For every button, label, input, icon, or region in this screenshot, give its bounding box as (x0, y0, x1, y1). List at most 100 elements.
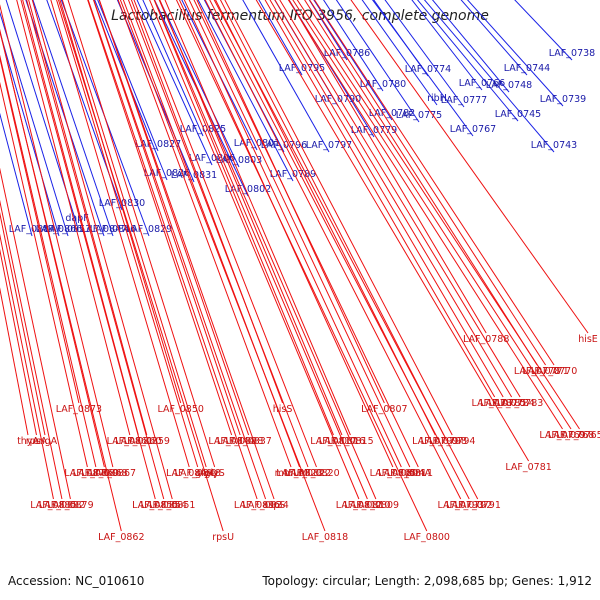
forward-gene-label: LAF_0782 (369, 108, 415, 119)
reverse-gene-label: LAF_0792 (446, 500, 492, 511)
forward-gene-label: LAF_0744 (504, 63, 550, 74)
forward-gene-label: LAF_0846 (90, 224, 136, 235)
reverse-gene-label: LAF_0850 (158, 404, 204, 415)
gene-leader-line (269, 0, 504, 398)
gene-leader-line (57, 0, 224, 532)
reverse-gene-label: LAF_0820 (293, 468, 339, 479)
reverse-gene-label: LAF_0844 (208, 436, 254, 447)
gene-leader-line (67, 0, 216, 468)
gene-leader-line (188, 0, 411, 468)
reverse-gene-label: glyS (205, 468, 225, 479)
gene-leader-line (119, 0, 326, 532)
reverse-gene-label: mmuM (275, 468, 308, 479)
reverse-gene-label: LAF_0771 (522, 366, 568, 377)
gene-leader-line (50, 0, 190, 468)
reverse-gene-label: LAF_0859 (124, 436, 170, 447)
gene-leader-line (292, 0, 572, 430)
forward-gene-label: LAF_0790 (315, 94, 361, 105)
gene-leader-line (159, 0, 343, 436)
reverse-gene-label: LAF_0805 (370, 468, 416, 479)
forward-gene-label: LAF_0767 (450, 124, 496, 135)
forward-gene-label: LAF_0797 (306, 140, 352, 151)
reverse-gene-label: LAF_0816 (319, 436, 365, 447)
reverse-gene-label: engA (33, 436, 58, 447)
gene-leader-line (16, 0, 131, 436)
forward-gene-label: LAF_0748 (486, 80, 532, 91)
reverse-gene-label: LAF_0817 (310, 436, 356, 447)
reverse-gene-label: LAF_0838 (217, 436, 263, 447)
genome-summary: Topology: circular; Length: 2,098,685 bp… (262, 574, 592, 588)
forward-gene-label: LAF_0774 (405, 64, 451, 75)
reverse-gene-label: LAF_0793 (438, 500, 484, 511)
forward-gene-label: LAF_0775 (396, 110, 442, 121)
gene-leader-line (255, 0, 530, 462)
forward-gene-label: LAF_0738 (549, 48, 595, 59)
reverse-gene-label: LAF_0822 (285, 468, 331, 479)
gene-leader-line (133, 0, 317, 468)
gene-labels: LAF_0738 LAF_0739 LAF_0743 LAF_0744 LAF_0745… (0, 0, 600, 543)
gene-leader-line (313, 0, 555, 366)
gene-leader-line (264, 0, 496, 398)
forward-gene-label: LAF_0884 (9, 224, 55, 235)
reverse-gene-label: LAF_0783 (497, 398, 543, 409)
forward-gene-label: dapF (65, 213, 88, 224)
gene-leader-line (287, 0, 563, 430)
reverse-gene-label: LAF_0869 (73, 468, 119, 479)
gene-leader-line (183, 0, 402, 468)
gene-leader-line (28, 0, 148, 436)
forward-gene-label: LAF_0803 (216, 155, 262, 166)
gene-leader-line (0, 54, 97, 468)
gene-leader-line (296, 0, 580, 430)
reverse-gene-label: LAF_0879 (47, 500, 93, 511)
reverse-gene-label: LAF_0870 (64, 468, 110, 479)
reverse-gene-label: LAF_0836 (234, 500, 280, 511)
reverse-gene-label: hisS (273, 404, 293, 415)
gene-leader-line (0, 28, 105, 468)
reverse-gene-label: LAF_0855 (132, 500, 178, 511)
forward-gene-label: LAF_0853 (45, 224, 91, 235)
forward-gene-label: ribH (427, 93, 447, 104)
reverse-gene-label: LAF_0868 (81, 468, 127, 479)
gene-leader-line (149, 0, 360, 500)
reverse-gene-label: LAF_0811 (387, 468, 433, 479)
forward-gene-label: LAF_0802 (225, 184, 271, 195)
forward-gene-label: LAF_0795 (279, 63, 325, 74)
reverse-gene-label: LAF_0784 (488, 398, 534, 409)
reverse-gene-label: hisE (578, 334, 598, 345)
forward-gene-label: LAF_0743 (531, 140, 577, 151)
forward-gene-label: LAF_0739 (540, 94, 586, 105)
reverse-gene-label: LAF_0770 (531, 366, 577, 377)
reverse-gene-label: LAF_0804 (378, 468, 424, 479)
forward-gene-label: LAF_0780 (360, 79, 406, 90)
gene-leader-line (87, 0, 233, 436)
reverse-gene-label: LAF_0851 (149, 500, 195, 511)
reverse-gene-label: LAF_0861 (107, 436, 153, 447)
gene-leader-line (0, 4, 114, 468)
accession-label: Accession: NC_010610 (8, 574, 145, 588)
gene-leader-line (0, 248, 37, 436)
reverse-gene-label: glyQ (195, 468, 217, 479)
gene-leader-line (20, 0, 156, 500)
gene-leader-line (122, 0, 300, 468)
gene-leader-line (288, 0, 487, 334)
reverse-gene-label: LAF_0867 (90, 468, 136, 479)
reverse-gene-label: LAF_0778 (514, 366, 560, 377)
reverse-gene-label: LAF_0837 (225, 436, 271, 447)
gene-leader-line (130, 0, 284, 404)
reverse-gene-label: LAF_0798 (421, 436, 467, 447)
reverse-gene-label: LAF_0791 (454, 500, 500, 511)
forward-gene-label: LAF_0789 (270, 169, 316, 180)
gene-leader-line (350, 0, 589, 334)
reverse-gene-label: thyA (17, 436, 39, 447)
gene-leader-line (31, 0, 173, 500)
gene-leader-line (279, 0, 521, 398)
gene-leader-line (153, 0, 334, 436)
gene-leader-line (93, 0, 241, 436)
reverse-gene-label: prmA (406, 468, 432, 479)
reverse-gene-label: LAF_0768 (548, 430, 594, 441)
reverse-gene-label: LAF_0882 (39, 500, 85, 511)
reverse-gene-label: LAF_0799 (412, 436, 458, 447)
reverse-gene-label: LAF_0787 (471, 398, 517, 409)
gene-leader-line (61, 0, 207, 468)
